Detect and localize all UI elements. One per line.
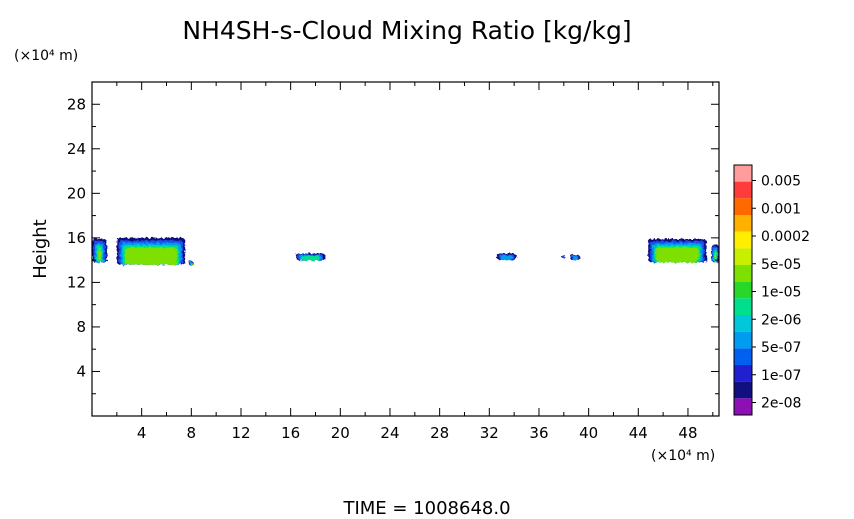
cloud-region: [92, 238, 107, 263]
cloud-level-band: [656, 247, 699, 263]
colorbar-label: 2e-06: [761, 312, 801, 328]
x-tick-label: 20: [331, 424, 350, 442]
colorbar-cell: [734, 248, 752, 265]
colorbar-label: 2e-08: [761, 396, 801, 412]
colorbar-cell: [734, 198, 752, 215]
x-tick-label: 24: [380, 424, 399, 442]
colorbar-cell: [734, 231, 752, 249]
x-tick-label: 8: [187, 424, 197, 442]
cloud-region: [295, 253, 326, 261]
cloud-region: [711, 244, 719, 263]
x-tick-label: 44: [629, 424, 648, 442]
cloud-level-band: [190, 262, 193, 266]
y-tick-label: 12: [67, 273, 86, 291]
cloud-region: [116, 237, 186, 265]
colorbar-cell: [734, 331, 752, 349]
cloud-region: [496, 253, 517, 261]
y-tick-label: 24: [67, 140, 86, 158]
colorbar-cell: [734, 381, 752, 399]
y-axis-unit: (×10⁴ m): [14, 48, 78, 64]
cloud-level-band: [500, 255, 513, 261]
y-tick-label: 20: [67, 184, 86, 202]
x-axis-unit: (×10⁴ m): [651, 448, 715, 464]
colorbar-cell: [734, 315, 752, 332]
x-tick-label: 40: [579, 424, 598, 442]
y-tick-label: 8: [76, 318, 86, 336]
x-tick-label: 16: [281, 424, 300, 442]
x-tick-label: 28: [430, 424, 449, 442]
colorbar-label: 5e-05: [761, 257, 801, 273]
colorbar-cell: [734, 265, 752, 282]
cloud-region: [188, 261, 194, 266]
x-tick-label: 4: [137, 424, 147, 442]
x-tick-label: 32: [480, 424, 499, 442]
colorbar-cell: [734, 165, 752, 182]
colorbar-label: 5e-07: [761, 340, 801, 356]
y-tick-label: 16: [67, 229, 86, 247]
cloud-level-band: [571, 256, 578, 261]
colorbar-label: 0.005: [761, 174, 801, 190]
y-tick-label: 4: [76, 362, 86, 380]
chart-title: NH4SH-s-Cloud Mixing Ratio [kg/kg]: [182, 16, 631, 45]
y-axis-label: Height: [30, 219, 51, 279]
x-tick-label: 36: [529, 424, 548, 442]
x-tick-labels: 4 8 12 16 20 24 28 32 36 40 44 48: [137, 424, 698, 442]
cloud-region: [561, 254, 566, 258]
colorbar-cell: [734, 281, 752, 299]
colorbar-cell: [734, 298, 752, 315]
cloud-level-band: [97, 247, 101, 263]
y-tick-labels: 4 8 12 16 20 24 28: [67, 95, 86, 380]
cloud-level-band: [124, 247, 178, 265]
y-tick-label: 28: [67, 95, 86, 113]
time-label: TIME = 1008648.0: [342, 498, 510, 519]
cloud-level-band: [301, 255, 320, 261]
colorbar-cell: [734, 398, 752, 415]
colorbar-labels: 0.005 0.001 0.0002 5e-05 1e-05 2e-06 5e-07 1e-0…: [752, 174, 810, 412]
cloud-region: [648, 238, 707, 263]
x-tick-label: 48: [678, 424, 697, 442]
cloud-level-band: [561, 255, 565, 258]
cloud-region: [570, 254, 580, 261]
colorbar-label: 0.0002: [761, 229, 810, 245]
colorbar-label: 0.001: [761, 201, 801, 217]
colorbar-label: 1e-05: [761, 285, 801, 301]
colorbar-cell: [734, 365, 752, 382]
colorbar-cell: [734, 181, 752, 199]
cloud-regions: [92, 237, 719, 266]
colorbar-cell: [734, 348, 752, 365]
colorbar-label: 1e-07: [761, 368, 801, 384]
colorbar-frame: [733, 164, 753, 416]
colorbar-cell: [734, 215, 752, 232]
cloud-level-band: [714, 251, 717, 263]
colorbar: [733, 164, 753, 416]
ticks: [92, 82, 719, 416]
plot-frame: [91, 81, 720, 417]
x-tick-label: 12: [231, 424, 250, 442]
